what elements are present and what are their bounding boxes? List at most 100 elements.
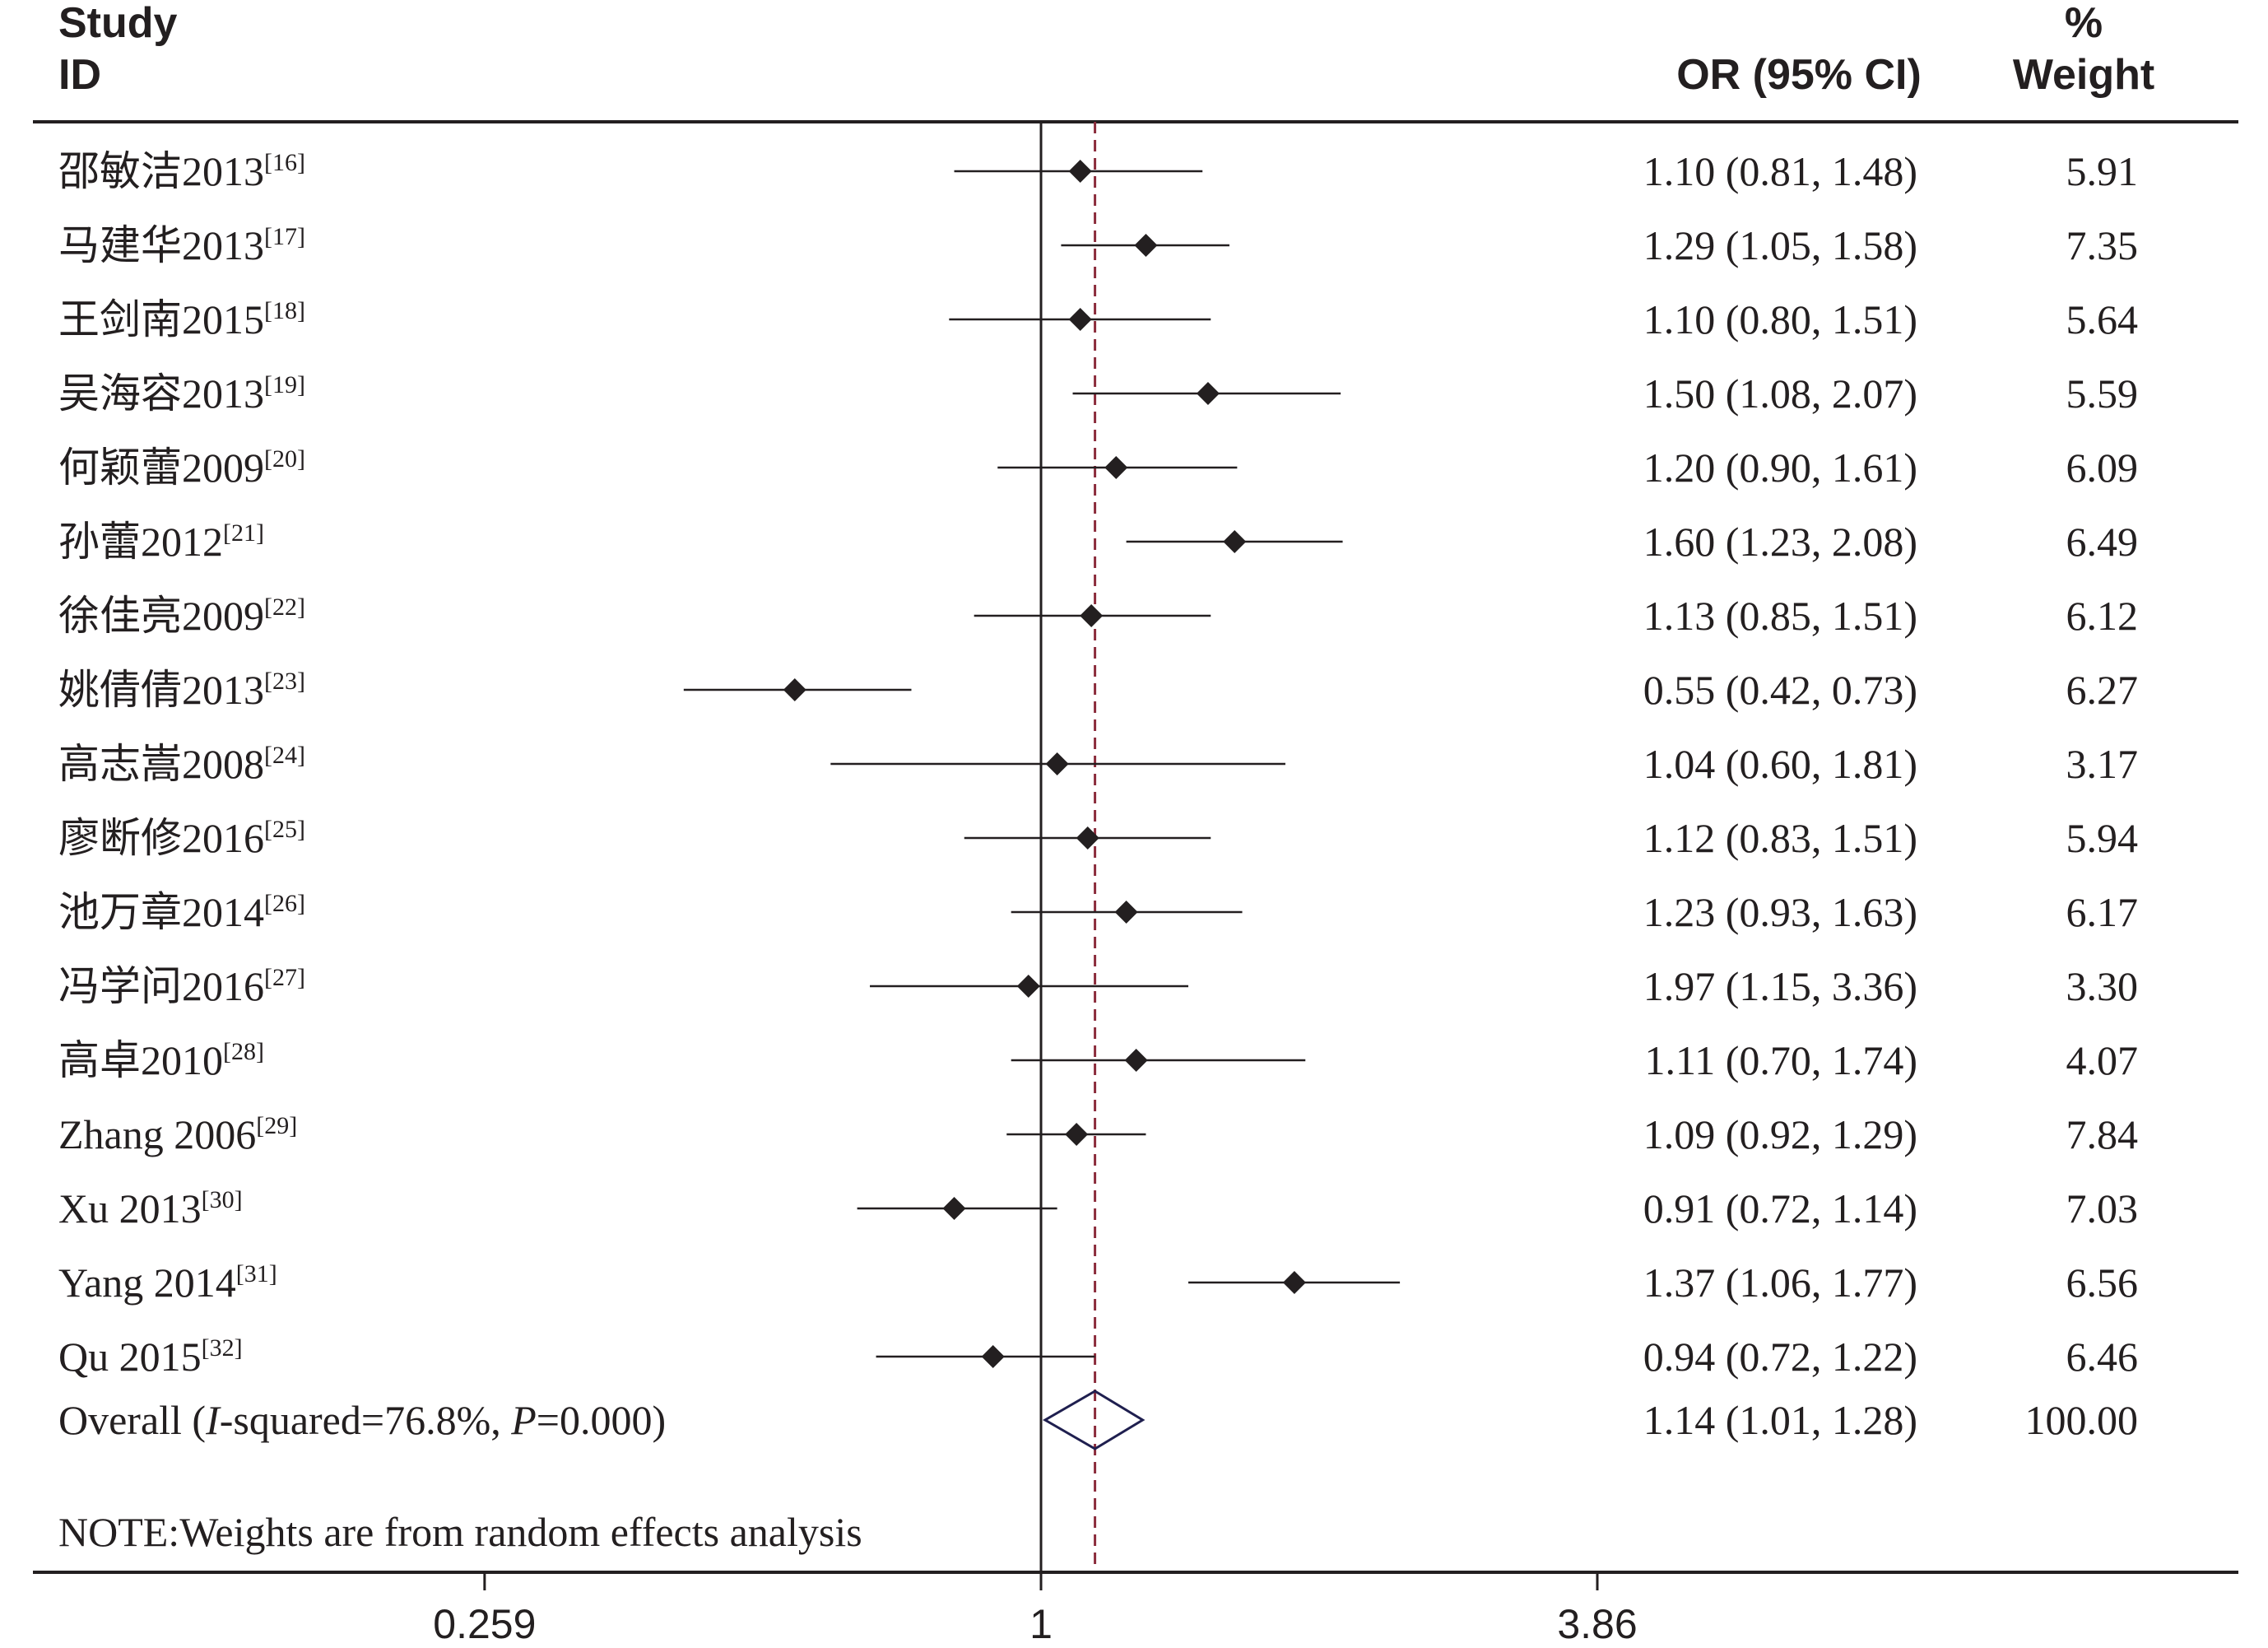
weight-value: 6.12 [2066,593,2139,639]
or-ci-value: 0.94 (0.72, 1.22) [1643,1334,1917,1380]
study-row: 吴海容2013[19] 1.50 (1.08, 2.07) 5.59 [58,370,2138,417]
weight-value: 7.84 [2066,1111,2139,1157]
point-estimate-marker [942,1197,966,1220]
study-label: 孙蕾2012[21] [58,519,264,565]
study-label: Xu 2013[30] [58,1185,243,1231]
study-label: Yang 2014[31] [58,1259,277,1306]
study-row: Qu 2015[32] 0.94 (0.72, 1.22) 6.46 [58,1334,2138,1380]
note-text: NOTE:Weights are from random effects ana… [58,1509,862,1555]
point-estimate-marker [1282,1271,1306,1294]
or-ci-value: 1.10 (0.81, 1.48) [1643,148,1917,194]
study-row: 冯学问2016[27] 1.97 (1.15, 3.36) 3.30 [58,963,2138,1009]
weight-value: 4.07 [2066,1037,2139,1083]
weight-value: 3.30 [2066,963,2139,1009]
study-label: 高卓2010[28] [58,1037,264,1083]
or-ci-value: 1.09 (0.92, 1.29) [1643,1111,1917,1157]
header-id: ID [58,51,101,99]
study-label: Zhang 2006[29] [58,1111,297,1157]
x-tick-label: 0.259 [433,1601,536,1647]
study-label: 何颖蕾2009[20] [58,445,305,491]
header-or-ci: OR (95% CI) [1676,51,1922,99]
study-row: 王剑南2015[18] 1.10 (0.80, 1.51) 5.64 [58,296,2138,342]
overall-diamond [1042,1390,1146,1450]
weight-value: 6.17 [2066,889,2139,935]
overall-label: Overall (I-squared=76.8%, P=0.000) [58,1397,666,1443]
overall-or-ci-value: 1.14 (1.01, 1.28) [1643,1397,1917,1443]
study-label: 吴海容2013[19] [58,370,305,417]
point-estimate-marker [1065,1123,1089,1146]
study-row: 姚倩倩2013[23] 0.55 (0.42, 0.73) 6.27 [58,667,2138,713]
point-estimate-marker [1016,975,1040,998]
weight-value: 5.59 [2066,370,2139,417]
study-label: 马建华2013[17] [58,222,305,268]
study-row: 廖断修2016[25] 1.12 (0.83, 1.51) 5.94 [58,815,2138,861]
study-row: 孙蕾2012[21] 1.60 (1.23, 2.08) 6.49 [58,519,2138,565]
or-ci-value: 1.23 (0.93, 1.63) [1643,889,1917,935]
or-ci-value: 1.12 (0.83, 1.51) [1643,815,1917,861]
study-label: 邵敏洁2013[16] [58,148,305,194]
point-estimate-marker [1068,308,1092,331]
study-label: 姚倩倩2013[23] [58,667,305,713]
point-estimate-marker [783,678,806,701]
header: Study ID OR (95% CI) % Weight [58,0,2154,99]
weight-value: 5.64 [2066,296,2139,342]
study-label: 冯学问2016[27] [58,963,305,1009]
weight-value: 6.49 [2066,519,2139,565]
study-row: Yang 2014[31] 1.37 (1.06, 1.77) 6.56 [58,1259,2138,1306]
study-row: 何颖蕾2009[20] 1.20 (0.90, 1.61) 6.09 [58,445,2138,491]
study-row: Xu 2013[30] 0.91 (0.72, 1.14) 7.03 [58,1185,2138,1231]
point-estimate-marker [1045,752,1069,775]
or-ci-value: 1.04 (0.60, 1.81) [1643,741,1917,787]
study-label: 池万章2014[26] [58,889,305,935]
study-row: 池万章2014[26] 1.23 (0.93, 1.63) 6.17 [58,889,2138,935]
x-tick-label: 3.86 [1557,1601,1637,1647]
or-ci-value: 1.37 (1.06, 1.77) [1643,1259,1917,1306]
header-study: Study [58,0,178,47]
or-ci-value: 0.55 (0.42, 0.73) [1643,667,1917,713]
study-label: 高志嵩2008[24] [58,741,305,787]
or-ci-value: 1.97 (1.15, 3.36) [1643,963,1917,1009]
study-label: Qu 2015[32] [58,1334,243,1380]
point-estimate-marker [1068,160,1092,183]
plot-guides [1039,122,1097,1572]
study-row: 徐佳亮2009[22] 1.13 (0.85, 1.51) 6.12 [58,593,2138,639]
study-row: Zhang 2006[29] 1.09 (0.92, 1.29) 7.84 [58,1111,2138,1157]
overall-row: Overall (I-squared=76.8%, P=0.000) 1.14 (… [58,1390,2139,1450]
or-ci-value: 1.29 (1.05, 1.58) [1643,222,1917,268]
study-rows: 邵敏洁2013[16] 1.10 (0.81, 1.48) 5.91 马建华2013[… [58,148,2138,1380]
weight-value: 7.35 [2066,222,2139,268]
study-label: 廖断修2016[25] [58,815,305,861]
weight-value: 5.91 [2066,148,2139,194]
point-estimate-marker [1104,456,1128,479]
point-estimate-marker [1076,826,1099,850]
point-estimate-marker [1196,382,1220,405]
or-ci-value: 1.20 (0.90, 1.61) [1643,445,1917,491]
weight-value: 6.46 [2066,1334,2139,1380]
point-estimate-marker [1080,604,1104,627]
point-estimate-marker [1124,1049,1148,1072]
x-axis: 0.259 1 3.86 [433,1572,1638,1647]
point-estimate-marker [1134,234,1158,257]
study-row: 马建华2013[17] 1.29 (1.05, 1.58) 7.35 [58,222,2138,268]
overall-weight-value: 100.00 [2025,1397,2139,1443]
weight-value: 6.56 [2066,1259,2139,1306]
weight-value: 6.27 [2066,667,2139,713]
or-ci-value: 1.50 (1.08, 2.07) [1643,370,1917,417]
header-weight: Weight [2013,51,2154,99]
header-percent: % [2065,0,2103,47]
weight-value: 7.03 [2066,1185,2139,1231]
study-label: 王剑南2015[18] [58,296,305,342]
weight-value: 6.09 [2066,445,2139,491]
or-ci-value: 1.11 (0.70, 1.74) [1645,1037,1917,1083]
or-ci-value: 1.60 (1.23, 2.08) [1643,519,1917,565]
study-row: 邵敏洁2013[16] 1.10 (0.81, 1.48) 5.91 [58,148,2138,194]
study-row: 高志嵩2008[24] 1.04 (0.60, 1.81) 3.17 [58,741,2138,787]
point-estimate-marker [1114,901,1138,924]
or-ci-value: 1.13 (0.85, 1.51) [1643,593,1917,639]
or-ci-value: 0.91 (0.72, 1.14) [1643,1185,1917,1231]
x-tick-label: 1 [1029,1601,1053,1647]
or-ci-value: 1.10 (0.80, 1.51) [1643,296,1917,342]
study-label: 徐佳亮2009[22] [58,593,305,639]
point-estimate-marker [1223,530,1247,553]
